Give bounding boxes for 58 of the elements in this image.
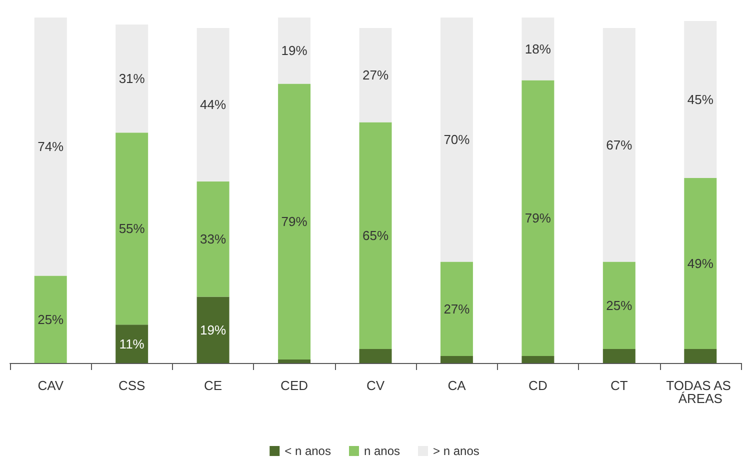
bar <box>34 17 67 276</box>
bar <box>602 28 636 262</box>
bar <box>684 349 717 363</box>
data-label: 11% <box>119 336 145 352</box>
x-tick-label: CV <box>366 378 385 393</box>
data-label: 18% <box>524 41 552 56</box>
bar <box>602 262 636 350</box>
legend-label: > n anos <box>433 444 480 458</box>
x-tick-label: CSS <box>118 378 146 393</box>
bar <box>196 182 230 297</box>
data-label: 25% <box>38 312 64 327</box>
data-label: 55% <box>118 221 146 236</box>
bar <box>522 356 554 363</box>
bar <box>684 20 717 178</box>
data-label: 79% <box>524 210 552 226</box>
x-tick-label: CT <box>610 378 628 393</box>
x-tick-label: CAV <box>38 378 64 393</box>
bar <box>278 17 311 84</box>
bar <box>602 349 636 363</box>
bar <box>278 84 311 360</box>
data-label: 19% <box>200 322 226 338</box>
bar <box>278 360 311 363</box>
data-label: 79% <box>281 214 308 230</box>
legend-label: < n anos <box>284 444 331 458</box>
x-tick-label: CE <box>204 378 222 393</box>
bar <box>196 28 230 182</box>
bar <box>684 178 717 350</box>
data-label: 25% <box>606 298 633 313</box>
bar <box>440 262 473 356</box>
data-label: 33% <box>200 232 226 247</box>
data-label: 27% <box>362 68 389 83</box>
x-tick-label: CED <box>280 378 308 393</box>
bar <box>359 349 392 363</box>
x-tick-label: CD <box>528 378 548 393</box>
legend-label: n anos <box>364 444 400 458</box>
bar <box>116 132 148 325</box>
data-label: 70% <box>444 132 470 148</box>
x-tick-label: TODAS AS ÁREAS <box>666 378 735 406</box>
data-label: 65% <box>362 228 389 244</box>
data-label: 49% <box>687 256 714 272</box>
bar <box>440 17 473 262</box>
data-label: 67% <box>606 137 633 152</box>
bar <box>522 80 554 356</box>
bar <box>359 28 392 122</box>
bar <box>34 276 67 363</box>
data-label: 27% <box>444 301 470 316</box>
data-label: 74% <box>38 139 64 154</box>
data-label: 45% <box>687 92 714 108</box>
bar <box>196 296 230 363</box>
data-label: 31% <box>118 71 146 86</box>
bar <box>522 17 554 80</box>
bar <box>359 122 392 350</box>
bar <box>440 356 473 363</box>
data-label: 44% <box>200 97 226 112</box>
bar <box>116 24 148 133</box>
x-tick-label: CA <box>448 378 466 393</box>
bar <box>116 324 148 363</box>
data-label: 19% <box>281 43 308 58</box>
